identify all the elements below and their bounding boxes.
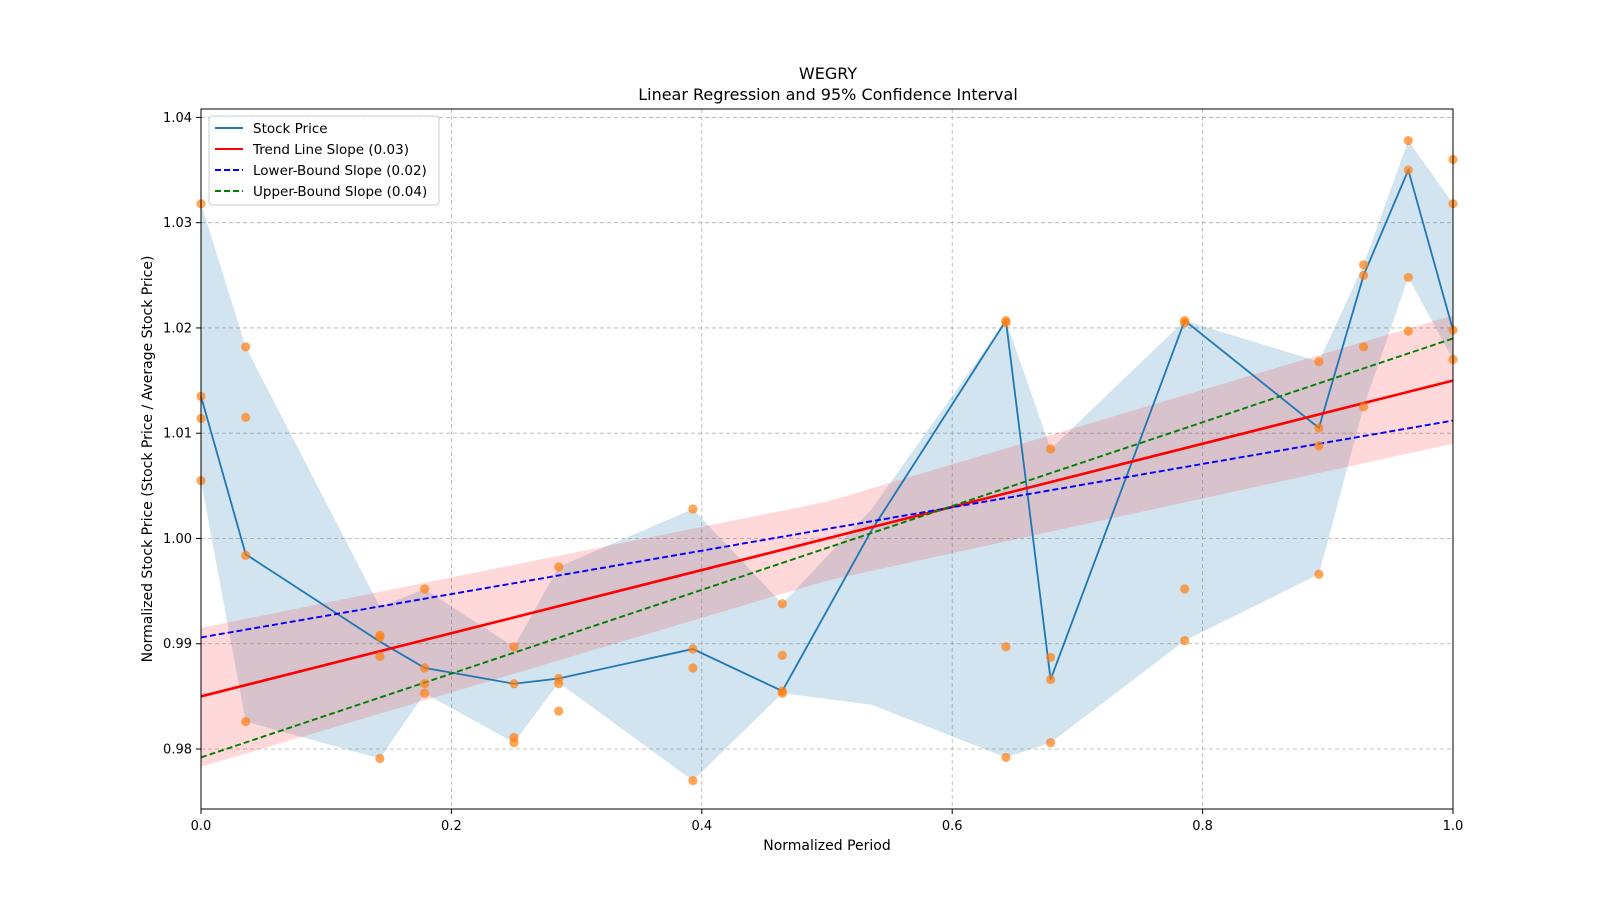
scatter-point [375, 651, 385, 661]
legend-label: Trend Line Slope (0.03) [252, 142, 409, 158]
stock-price-band [201, 140, 1453, 781]
scatter-point [1046, 674, 1056, 685]
y-tick-label: 1.00 [163, 532, 192, 547]
scatter-point [1314, 569, 1324, 579]
scatter-point [241, 550, 251, 560]
scatter-point [1403, 165, 1413, 175]
scatter-point [509, 642, 519, 652]
scatter-point [1359, 270, 1369, 280]
scatter-point [554, 679, 564, 689]
y-tick-label: 1.04 [163, 111, 192, 126]
scatter-point [688, 504, 698, 514]
scatter-point [509, 738, 519, 748]
x-tick-label: 0.8 [1192, 819, 1213, 834]
scatter-point [1359, 260, 1369, 270]
scatter-points [196, 135, 1458, 786]
legend-label: Lower-Bound Slope (0.02) [253, 163, 427, 179]
x-tick-label: 1.0 [1443, 819, 1464, 834]
scatter-point [1314, 441, 1324, 451]
x-tick-label: 0.6 [942, 819, 963, 834]
scatter-point [1001, 642, 1011, 652]
scatter-point [777, 599, 787, 609]
trend-confidence-band [201, 315, 1453, 767]
scatter-point [375, 632, 385, 643]
scatter-point [688, 663, 698, 673]
stock-price-line [201, 167, 1453, 693]
chart-subtitle: Linear Regression and 95% Confidence Int… [638, 85, 1018, 104]
scatter-point [420, 663, 430, 673]
scatter-point [777, 650, 787, 660]
scatter-point [1359, 402, 1369, 412]
scatter-point [241, 412, 251, 423]
scatter-point [554, 562, 564, 572]
plot-frame [200, 108, 1454, 810]
x-axis-ticks: 0.0 0.2 0.4 0.6 0.8 1.0 [191, 809, 1464, 834]
scatter-point [241, 717, 251, 727]
scatter-point [375, 753, 385, 764]
scatter-point [509, 679, 519, 689]
scatter-point [1403, 326, 1413, 336]
y-axis-ticks: 0.98 0.99 1.00 1.01 1.02 1.03 1.04 [163, 111, 201, 758]
y-tick-label: 1.02 [163, 321, 192, 336]
scatter-point [1359, 342, 1369, 352]
scatter-point [1001, 318, 1011, 328]
lower-bound-line [201, 419, 1453, 639]
y-axis-label: Normalized Stock Price (Stock Price / Av… [140, 256, 156, 663]
x-tick-label: 0.0 [191, 819, 212, 834]
scatter-point [1314, 357, 1324, 367]
scatter-point [554, 706, 564, 716]
y-tick-label: 0.98 [163, 743, 192, 758]
scatter-point [420, 584, 430, 594]
scatter-point [1046, 738, 1056, 748]
scatter-point [241, 342, 251, 352]
x-tick-label: 0.4 [691, 819, 712, 834]
series-lines [201, 167, 1453, 759]
scatter-point [420, 679, 430, 689]
legend-label: Stock Price [253, 121, 328, 137]
trend-line [201, 379, 1453, 698]
y-tick-label: 1.03 [163, 216, 192, 231]
scatter-point [1314, 423, 1324, 433]
legend-box [208, 115, 440, 206]
scatter-point [1046, 444, 1056, 454]
legend-label: Upper-Bound Slope (0.04) [253, 184, 427, 200]
scatter-point [1403, 272, 1413, 283]
scatter-point [688, 775, 698, 786]
scatter-point [1180, 318, 1190, 328]
scatter-point [1001, 752, 1011, 763]
legend: Stock Price Trend Line Slope (0.03) Lower-… [208, 115, 440, 206]
scatter-point [688, 644, 698, 654]
scatter-point [420, 688, 430, 698]
y-tick-label: 1.01 [163, 427, 192, 442]
scatter-point [1403, 135, 1413, 146]
scatter-point [777, 688, 787, 698]
x-tick-label: 0.2 [441, 819, 462, 834]
y-tick-label: 0.99 [163, 637, 192, 652]
x-axis-label: Normalized Period [763, 838, 891, 854]
chart-title: WEGRY [799, 64, 857, 83]
scatter-point [1180, 635, 1190, 646]
confidence-bands [201, 140, 1453, 781]
scatter-point [1180, 584, 1190, 594]
scatter-point [1046, 652, 1056, 663]
upper-bound-line [201, 337, 1453, 759]
